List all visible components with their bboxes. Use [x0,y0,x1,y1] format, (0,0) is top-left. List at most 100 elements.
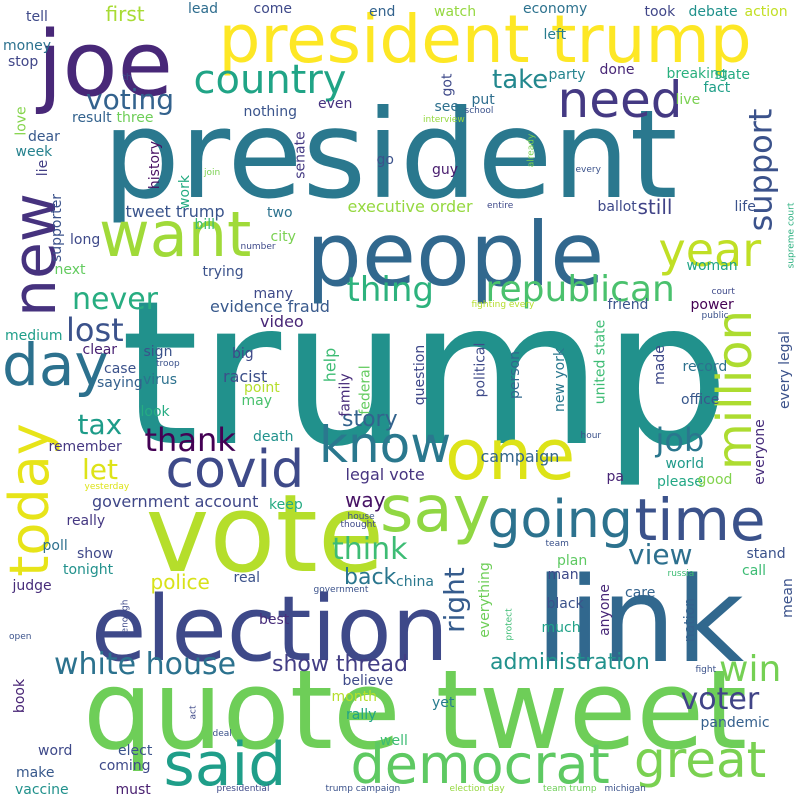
cloud-word: poll [42,538,68,554]
cloud-word: day [2,331,109,399]
cloud-word: good [697,472,733,488]
cloud-word: supreme court [786,202,797,268]
cloud-word: great [634,731,767,789]
cloud-word: dear [28,129,60,145]
cloud-word: life [734,199,756,215]
cloud-word: stand [746,546,786,562]
cloud-word: trump [120,258,730,491]
cloud-word: black [546,596,584,612]
cloud-word: coming [99,758,151,774]
cloud-word: interview [423,114,465,125]
cloud-word: ballot [597,199,637,215]
cloud-word: russia [667,568,695,579]
cloud-word: show thread [272,652,408,677]
cloud-word: want [99,198,252,271]
cloud-word: team [545,538,569,549]
cloud-word: one [445,414,576,496]
cloud-word: breaking [666,66,728,82]
cloud-word: troop [156,358,180,369]
cloud-word: view [628,538,693,571]
cloud-word: administration [490,650,650,675]
cloud-word: put [471,92,495,108]
cloud-word: every legal [776,331,793,409]
cloud-word: party [548,67,586,83]
cloud-word: school [464,105,494,116]
cloud-word: made [651,345,668,385]
cloud-word: economy [523,1,588,17]
cloud-word: fact [703,80,731,96]
cloud-word: every [575,164,601,175]
cloud-word: may [241,393,273,409]
cloud-word: sign [143,344,173,360]
cloud-word: friend [607,297,649,313]
cloud-word: show [77,546,114,562]
cloud-word: rally [346,707,377,723]
cloud-word: presidential [216,783,270,794]
cloud-word: fighting every [471,299,535,310]
cloud-word: state [714,67,750,83]
cloud-word: thought [340,519,376,530]
cloud-word: family [337,373,354,417]
cloud-word: call [742,563,767,579]
cloud-word: police [150,570,210,594]
cloud-word: took [644,4,676,20]
cloud-word: pa [606,469,624,485]
cloud-word: city [270,229,296,245]
cloud-word: entire [487,200,514,211]
cloud-word: tell [26,9,48,25]
cloud-word: judge [12,578,52,594]
cloud-word: three [116,110,154,126]
cloud-word: saying [97,375,143,391]
cloud-word: think [332,532,408,567]
cloud-word: result [72,110,112,126]
cloud-word: covid [165,440,305,500]
cloud-word: history [147,140,164,190]
cloud-word: world [665,456,705,472]
cloud-word: help [319,347,339,383]
cloud-word: win [719,649,782,690]
cloud-word: public [701,310,729,321]
cloud-word: political [471,342,488,398]
cloud-word: word [38,743,73,759]
cloud-word: number [240,241,276,252]
cloud-word: election day [449,783,505,794]
cloud-word: love [13,106,30,136]
cloud-word: well [380,733,408,749]
cloud-word: everyone [751,419,768,485]
cloud-word: case [104,361,137,377]
cloud-word: left [543,27,567,43]
cloud-word: next [54,262,86,278]
cloud-word: come [253,1,293,17]
cloud-word: big [232,346,254,362]
cloud-word: clear [82,342,118,358]
cloud-word: president trump [218,1,752,78]
cloud-word: president [102,84,678,226]
cloud-word: tonight [63,562,114,578]
cloud-word: week [15,144,53,160]
cloud-word: nation [682,597,699,643]
cloud-word: man [547,567,579,583]
cloud-word: people [306,203,605,306]
cloud-word: anyone [596,584,613,636]
cloud-word: joe [37,12,173,117]
cloud-word: china [396,574,434,590]
cloud-word: united state [591,319,608,405]
cloud-word: elect [118,743,153,759]
cloud-word: hour [580,430,602,441]
cloud-word: debate [688,4,738,20]
cloud-word: going [487,490,633,550]
cloud-word: lead [188,1,218,17]
cloud-word: fight [695,664,717,675]
cloud-word: act [188,705,199,719]
cloud-word: money [3,38,51,54]
cloud-word: democrat [350,733,610,796]
cloud-word: plan [557,553,588,569]
cloud-word: must [115,782,151,798]
cloud-word: tweet trump [125,202,225,221]
cloud-word: record [682,359,728,375]
cloud-word: right [437,567,471,633]
cloud-word: still [637,195,673,219]
cloud-word: death [253,429,294,445]
cloud-word: trying [202,264,244,280]
